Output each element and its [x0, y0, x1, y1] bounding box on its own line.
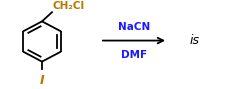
- Text: NaCN: NaCN: [117, 22, 149, 32]
- Text: DMF: DMF: [120, 50, 146, 60]
- Text: I: I: [40, 74, 44, 87]
- Text: is: is: [189, 34, 199, 47]
- Text: CH₂Cl: CH₂Cl: [53, 1, 85, 11]
